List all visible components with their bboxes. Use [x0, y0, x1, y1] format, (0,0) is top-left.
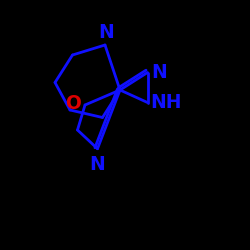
Text: O: O	[66, 94, 81, 113]
Text: N: N	[151, 62, 167, 82]
Text: N: N	[90, 155, 106, 174]
Text: NH: NH	[150, 92, 182, 112]
Text: N: N	[98, 24, 114, 42]
